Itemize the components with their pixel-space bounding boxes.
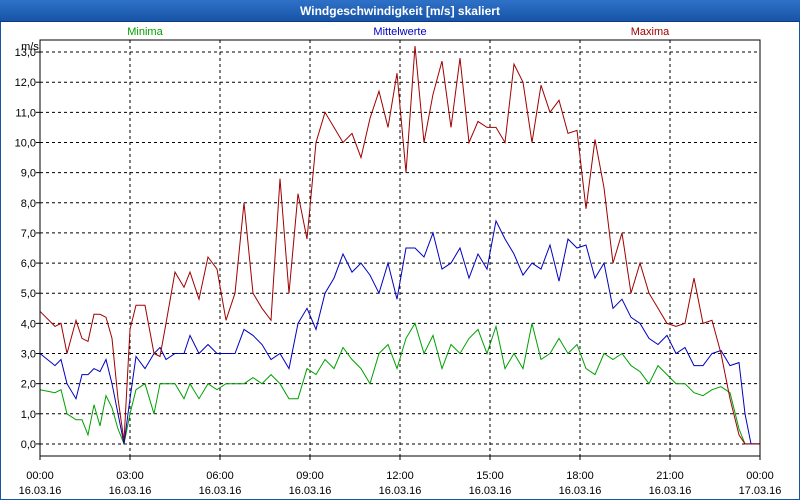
y-tick-label: 2,0 [21, 379, 36, 391]
y-tick-label: 4,0 [21, 318, 36, 330]
x-tick-date-label: 16.03.16 [199, 485, 242, 497]
window-title: Windgeschwindigkeit [m/s] skaliert [0, 0, 800, 22]
grid [40, 40, 760, 456]
legend: Minima Mittelwerte Maxima [127, 26, 670, 38]
x-tick-date-label: 16.03.16 [109, 485, 152, 497]
x-tick-date-label: 16.03.16 [559, 485, 602, 497]
y-tick-label: 7,0 [21, 228, 36, 240]
series-line-minima [39, 322, 760, 446]
y-tick-label: 10,0 [15, 137, 36, 149]
legend-entry-maxima: Maxima [631, 26, 670, 38]
legend-entry-minima: Minima [127, 26, 163, 38]
y-tick-label: 6,0 [21, 258, 36, 270]
y-tick-label: 3,0 [21, 349, 36, 361]
x-tick-date-label: 16.03.16 [289, 485, 332, 497]
y-tick-label: 8,0 [21, 198, 36, 210]
x-tick-time-label: 00:00 [26, 470, 54, 482]
y-tick-label: 11,0 [15, 107, 36, 119]
x-tick-date-label: 16.03.16 [469, 485, 512, 497]
x-tick-time-label: 18:00 [566, 470, 594, 482]
x-tick-date-label: 17.03.16 [739, 485, 782, 497]
series-line-maxima [39, 45, 760, 445]
x-tick-time-label: 00:00 [746, 470, 774, 482]
x-tick-date-label: 16.03.16 [19, 485, 62, 497]
x-tick-date-label: 16.03.16 [379, 485, 422, 497]
y-axis-label: m/s [21, 41, 39, 53]
x-tick-time-label: 09:00 [296, 470, 324, 482]
x-tick-time-label: 12:00 [386, 470, 414, 482]
legend-entry-mittelwerte: Mittelwerte [373, 26, 426, 38]
series-lines [39, 45, 760, 446]
x-tick-time-label: 21:00 [656, 470, 684, 482]
plot-border [39, 39, 761, 457]
y-tick-label: 9,0 [21, 168, 36, 180]
y-tick-label: 0,0 [21, 439, 36, 451]
x-tick-time-label: 15:00 [476, 470, 504, 482]
y-tick-label: 13,0 [15, 47, 36, 59]
x-tick-date-label: 16.03.16 [649, 485, 692, 497]
axes: 0,0 1,0 2,0 3,0 4,0 5,0 6,0 7,0 8,0 9,0 10,0 11,0 12… [15, 39, 782, 497]
x-tick-time-label: 06:00 [206, 470, 234, 482]
y-tick-label: 5,0 [21, 288, 36, 300]
y-tick-label: 1,0 [21, 409, 36, 421]
y-tick-label: 12,0 [15, 77, 36, 89]
series-line-mittelwerte [39, 219, 760, 445]
x-tick-time-label: 03:00 [116, 470, 144, 482]
